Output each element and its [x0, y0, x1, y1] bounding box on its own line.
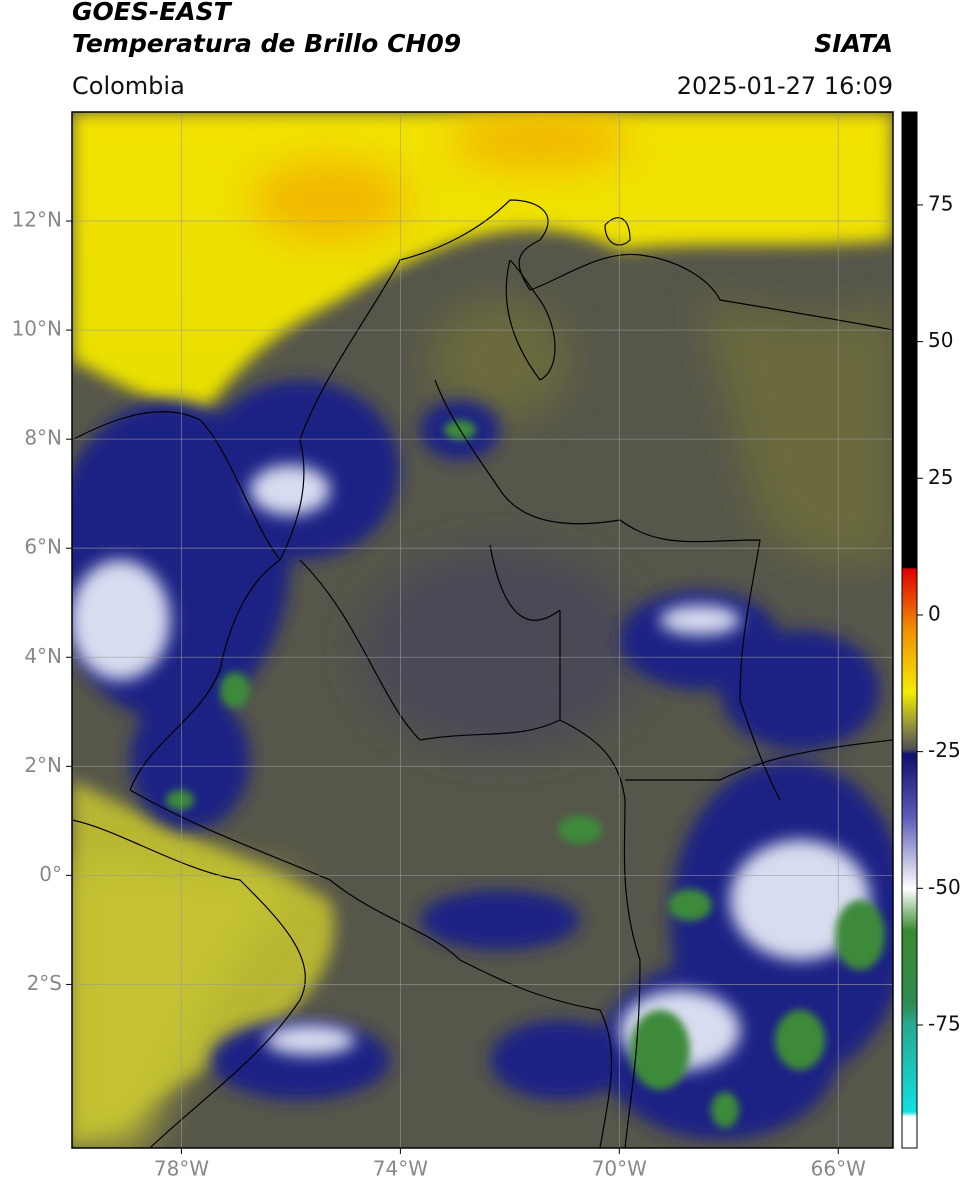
lon-tick-label: 78°W — [154, 1157, 209, 1181]
satellite-image — [72, 112, 893, 1148]
colorbar — [901, 111, 918, 1149]
colorbar-tick-label: -75 — [928, 1011, 961, 1035]
colorbar-tick-label: -50 — [928, 875, 961, 899]
region: Colombia — [72, 72, 185, 100]
lat-tick-label: 0° — [39, 862, 62, 886]
lat-tick-label: 8°N — [24, 426, 62, 450]
colorbar-tick-label: 0 — [928, 601, 941, 625]
timestamp: 2025-01-27 16:09 — [677, 72, 893, 100]
lat-tick-label: 6°N — [24, 535, 62, 559]
colorbar-tick-label: 50 — [928, 328, 953, 352]
lat-tick-label: 2°S — [27, 971, 62, 995]
lon-tick-label: 66°W — [811, 1157, 866, 1181]
colorbar-tick-label: -25 — [928, 738, 961, 762]
lon-tick-label: 70°W — [592, 1157, 647, 1181]
title: GOES-EAST — [72, 0, 233, 26]
lat-tick-label: 10°N — [12, 317, 62, 341]
subtitle: Temperatura de Brillo CH09 — [72, 29, 461, 58]
lat-tick-label: 2°N — [24, 753, 62, 777]
colorbar-tick-label: 75 — [928, 191, 953, 215]
map-frame — [71, 111, 894, 1149]
lon-tick-label: 74°W — [373, 1157, 428, 1181]
source: SIATA — [814, 29, 893, 58]
lat-tick-label: 12°N — [12, 208, 62, 232]
colorbar-tick-label: 25 — [928, 465, 953, 489]
lat-tick-label: 4°N — [24, 644, 62, 668]
